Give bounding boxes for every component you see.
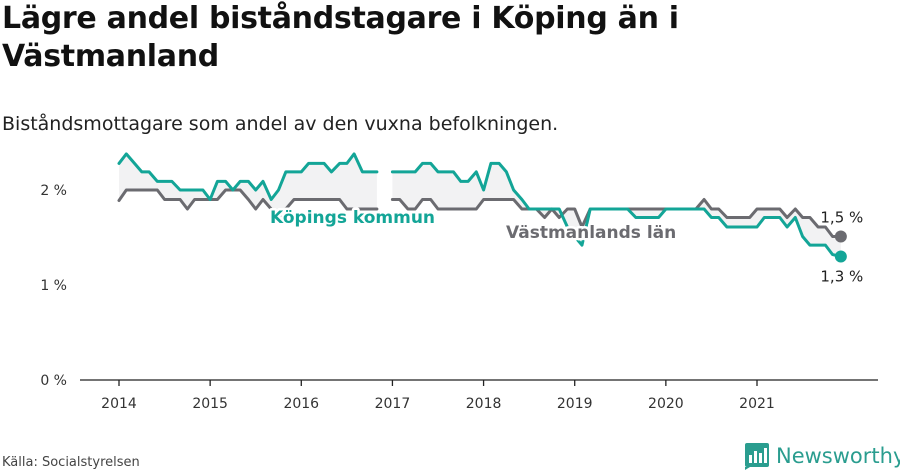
series-name-halo: Västmanlands län [506,223,676,243]
x-tick-label: 2014 [101,396,137,412]
y-tick-label: 2 % [40,183,67,199]
brand-logo[interactable]: Newsworthy [744,440,900,472]
x-tick-label: 2020 [648,396,684,412]
series-line [117,152,379,201]
series-end-point [834,250,847,263]
x-tick-label: 2019 [557,396,593,412]
chart-subtitle: Biståndsmottagare som andel av den vuxna… [2,113,559,135]
x-tick-label: 2018 [466,396,502,412]
series-end-label: 1,5 % [820,209,863,227]
series-end-label: 1,3 % [820,268,863,286]
series-name-halo: Köpings kommun [270,208,435,228]
source-note: Källa: Socialstyrelsen [2,455,140,470]
y-tick-label: 0 % [40,373,67,389]
x-tick-label: 2015 [192,396,228,412]
series-line [117,188,379,219]
x-tick-label: 2017 [375,396,411,412]
brand-name: Newsworthy [776,444,900,468]
x-tick-label: 2016 [283,396,319,412]
series-name-label: Köpings kommun [270,208,435,228]
x-tick-label: 2021 [739,396,775,412]
chart-title: Lägre andel biståndstagare i Köping än i… [2,1,679,74]
gap-area [392,163,841,257]
series-end-point [834,230,847,243]
y-tick-label: 1 % [40,278,67,294]
series-line [390,161,843,258]
series-name-label: Västmanlands län [506,223,676,243]
newsworthy-logo-icon [745,443,769,470]
